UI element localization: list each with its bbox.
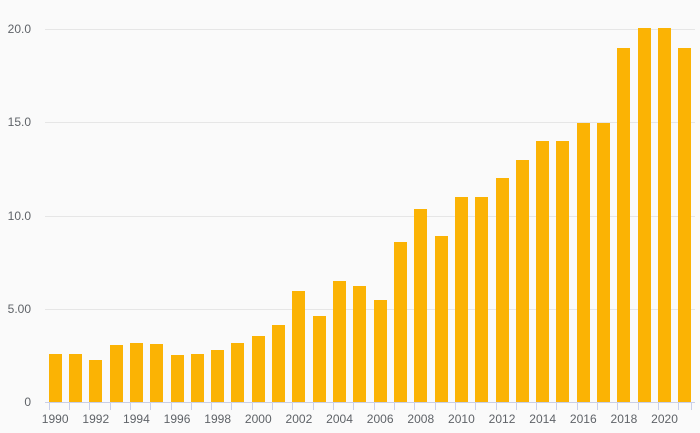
x-tick-mark [414, 402, 415, 410]
x-tick-mark [435, 402, 436, 410]
x-tick-mark [69, 402, 70, 410]
bar[interactable] [414, 209, 428, 402]
y-tick-label: 15.0 [7, 115, 31, 130]
gridline [45, 215, 695, 217]
x-tick-mark [638, 402, 639, 410]
bar[interactable] [68, 353, 82, 402]
x-tick-mark [353, 402, 354, 410]
x-tick-label: 2010 [448, 412, 475, 426]
bar[interactable] [272, 324, 286, 402]
x-tick-mark [394, 402, 395, 410]
bar[interactable] [637, 28, 651, 402]
y-tick-label: 20.0 [7, 22, 31, 37]
bar[interactable] [89, 360, 103, 402]
x-tick-mark [130, 402, 131, 410]
bar[interactable] [597, 122, 611, 402]
bar[interactable] [658, 28, 672, 402]
bar[interactable] [292, 291, 306, 402]
x-tick-label: 2016 [569, 412, 597, 426]
x-tick-mark [211, 402, 212, 410]
x-tick-mark [475, 402, 476, 410]
plot-area: 0 5.00 10.0 15.0 20.0 [8, 20, 695, 408]
x-tick-label: 1990 [41, 412, 69, 426]
x-tick-mark [292, 402, 293, 410]
bar[interactable] [150, 344, 164, 402]
x-tick-mark [516, 402, 517, 410]
bar[interactable] [556, 141, 570, 402]
x-tick-mark [150, 402, 151, 410]
x-tick-mark [252, 402, 253, 410]
x-tick-mark [455, 402, 456, 410]
x-tick-label: 2012 [488, 412, 516, 426]
bar[interactable] [576, 122, 590, 402]
x-tick-mark [374, 402, 375, 410]
x-tick-mark [536, 402, 537, 410]
x-tick-mark [597, 402, 598, 410]
x-tick-mark [678, 402, 679, 410]
x-tick-mark [313, 402, 314, 410]
x-tick-label: 2006 [366, 412, 394, 426]
x-tick-label: 1998 [204, 412, 232, 426]
x-tick-mark [272, 402, 273, 410]
bar[interactable] [312, 316, 326, 402]
x-tick-mark [691, 402, 692, 410]
bar[interactable] [109, 345, 123, 402]
x-tick-mark [191, 402, 192, 410]
bar[interactable] [353, 285, 367, 402]
gridline [45, 308, 695, 310]
x-tick-mark [110, 402, 111, 410]
x-tick-label: 1994 [123, 412, 150, 426]
gridline [45, 122, 695, 124]
x-tick-mark [231, 402, 232, 410]
x-tick-label: 2014 [529, 412, 557, 426]
x-tick-label: 2004 [326, 412, 353, 426]
bar[interactable] [211, 349, 225, 402]
bar[interactable] [333, 280, 347, 402]
bar[interactable] [495, 178, 509, 402]
x-tick-mark [577, 402, 578, 410]
x-tick-mark [49, 402, 50, 410]
bar[interactable] [536, 141, 550, 402]
bar[interactable] [129, 343, 143, 402]
bar[interactable] [251, 335, 265, 402]
bar[interactable] [231, 343, 245, 402]
y-tick-label: 5.00 [7, 301, 31, 316]
bar[interactable] [454, 197, 468, 402]
x-axis-line [45, 402, 695, 403]
x-axis: 1990 1992 1994 1996 1998 2000 2002 2004 2006 2008… [41, 402, 695, 433]
gridline [45, 29, 695, 31]
bar[interactable] [393, 241, 407, 402]
y-tick-label: 10.0 [7, 208, 31, 223]
bar[interactable] [515, 159, 529, 402]
x-tick-label: 2020 [651, 412, 678, 426]
x-tick-label: 2018 [610, 412, 638, 426]
x-tick-label: 1992 [82, 412, 110, 426]
bar[interactable] [373, 300, 387, 402]
x-tick-mark [171, 402, 172, 410]
y-tick-label: 0 [24, 395, 31, 409]
x-tick-label: 1996 [163, 412, 191, 426]
x-tick-label: 2000 [244, 412, 272, 426]
bar[interactable] [190, 353, 204, 402]
bar[interactable] [678, 47, 692, 402]
x-tick-mark [496, 402, 497, 410]
x-tick-mark [333, 402, 334, 410]
bar[interactable] [48, 353, 62, 402]
bar[interactable] [434, 236, 448, 402]
x-tick-label: 2002 [285, 412, 313, 426]
x-tick-mark [89, 402, 90, 410]
x-tick-mark [658, 402, 659, 410]
x-tick-label: 2008 [407, 412, 435, 426]
bar[interactable] [617, 47, 631, 402]
bar[interactable] [170, 355, 184, 402]
x-tick-mark [556, 402, 557, 410]
bar[interactable] [475, 197, 489, 402]
x-tick-mark [617, 402, 618, 410]
